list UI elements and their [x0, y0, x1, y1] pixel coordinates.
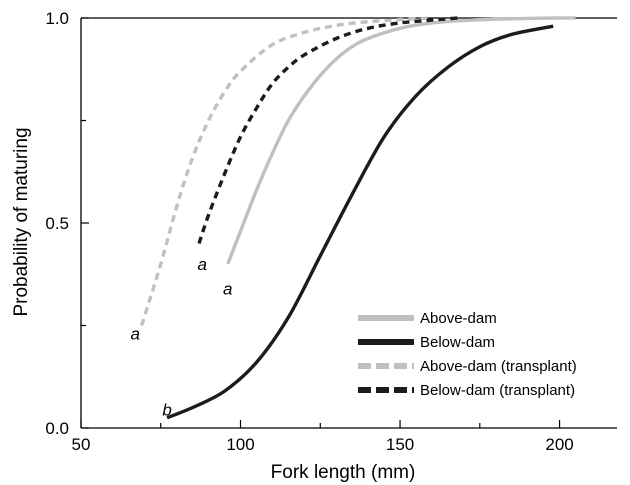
x-tick-label: 50 [72, 435, 91, 454]
legend-label: Below-dam (transplant) [420, 382, 575, 399]
x-tick-label: 200 [545, 435, 573, 454]
significance-letter: a [223, 280, 232, 299]
y-axis-title: Probability of maturing [11, 127, 32, 316]
legend: Above-dam Below-dam Above-dam (transplant)… [358, 310, 577, 399]
significance-letter: b [162, 401, 171, 420]
series-line-4 [197, 16, 458, 245]
y-tick-label: 0.0 [45, 419, 69, 438]
series-line-1 [226, 16, 576, 265]
y-tick-label: 1.0 [45, 9, 69, 28]
legend-label: Above-dam [420, 310, 497, 327]
series-line-2 [166, 24, 554, 420]
x-axis-title: Fork length (mm) [271, 462, 416, 483]
y-tick-label: 0.5 [45, 214, 69, 233]
series-line-3 [139, 16, 433, 327]
significance-letter: a [198, 255, 207, 274]
legend-label: Below-dam [420, 334, 495, 351]
x-tick-label: 100 [226, 435, 254, 454]
legend-label: Above-dam (transplant) [420, 358, 577, 375]
axes: 50 100 150 200 0.0 0.5 1.0 [45, 9, 617, 454]
series-lines [139, 16, 576, 420]
x-tick-label: 150 [386, 435, 414, 454]
significance-letter: a [131, 325, 140, 344]
